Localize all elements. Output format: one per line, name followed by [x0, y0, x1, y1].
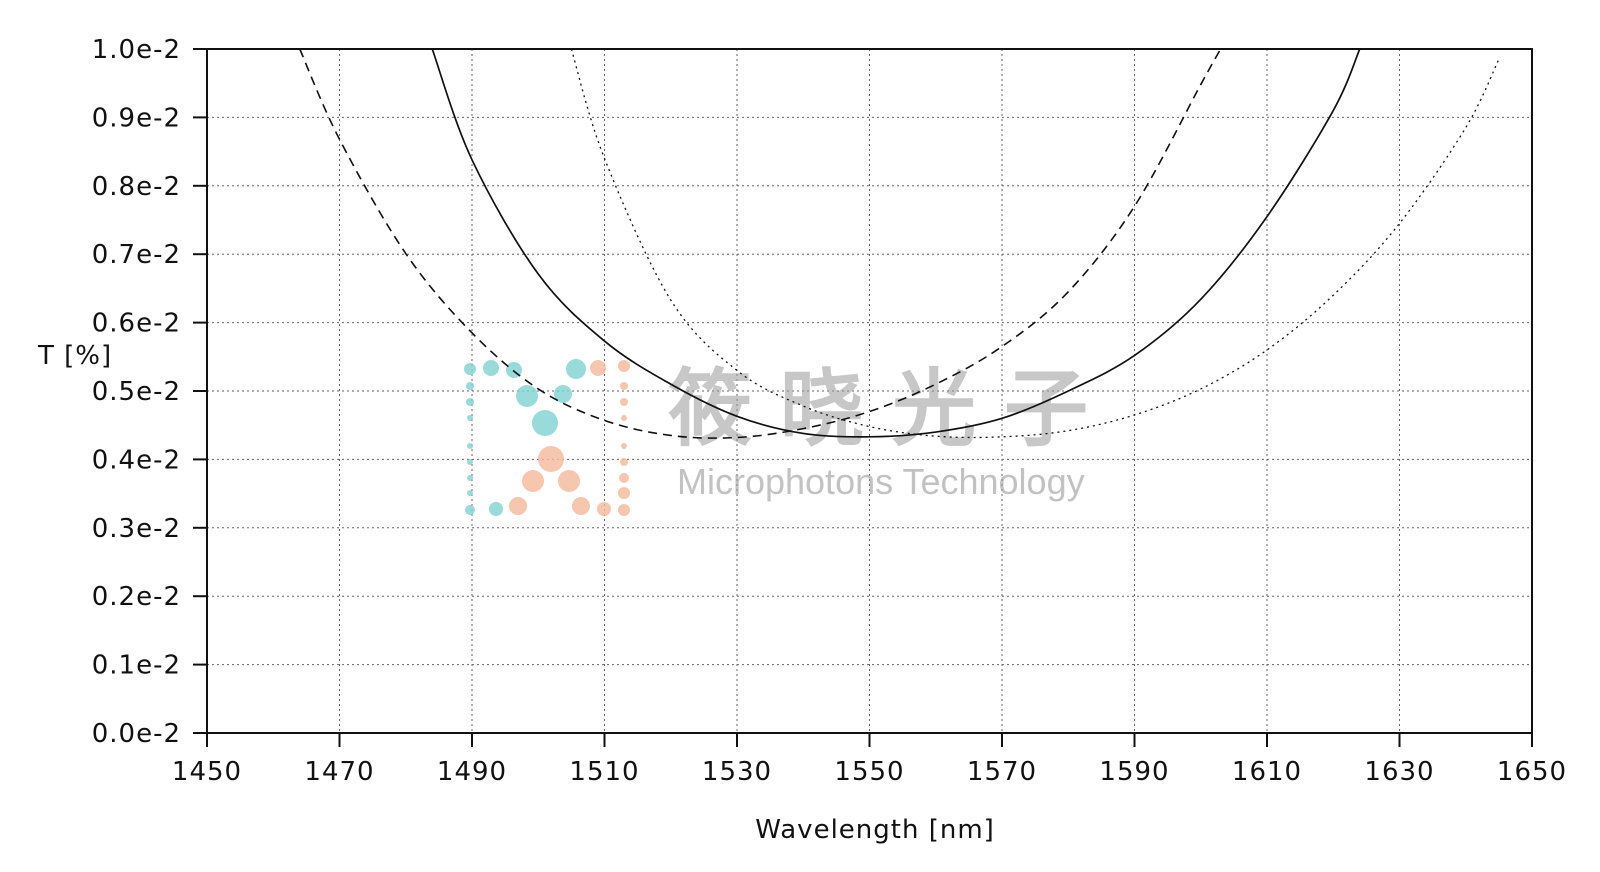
x-tick-label-1470: 1470: [304, 757, 374, 787]
x-tick-label-1450: 1450: [172, 757, 242, 787]
watermark-dot-peach-4: [572, 497, 590, 515]
watermark-dot-teal-9: [483, 360, 499, 376]
series-line-solid: [431, 48, 1361, 438]
x-tick-label-1530: 1530: [702, 757, 772, 787]
watermark-english-text: Microphotons Technology: [677, 461, 1085, 502]
watermark-dot-peach-8: [620, 382, 628, 390]
watermark-dot-peach-2: [538, 446, 564, 472]
watermark-chinese-text: 筱晓光子: [668, 360, 1116, 458]
y-tick-label-5: 0.5e-2: [92, 377, 181, 407]
y-tick-label-8: 0.8e-2: [92, 172, 181, 202]
x-tick-label-1510: 1510: [569, 757, 639, 787]
watermark-dot-peach-0: [509, 497, 527, 515]
y-tick-label-3: 0.3e-2: [92, 514, 181, 544]
y-tick-label-0: 0.0e-2: [92, 719, 181, 749]
watermark-dot-teal-12: [532, 410, 558, 436]
x-tick-label-1590: 1590: [1099, 757, 1169, 787]
watermark-dot-teal-14: [566, 359, 586, 379]
watermark-dot-teal-15: [489, 502, 503, 516]
watermark-dot-teal-3: [467, 415, 473, 421]
y-tick-label-4: 0.4e-2: [92, 445, 181, 475]
watermark-dot-peach-13: [619, 473, 629, 483]
watermark-dot-peach-9: [620, 398, 628, 406]
watermark-dot-teal-2: [466, 398, 474, 406]
watermark-logo: [464, 359, 630, 516]
watermark-dot-teal-1: [466, 382, 474, 390]
watermark-dot-teal-6: [467, 475, 473, 481]
watermark-dot-teal-13: [554, 385, 572, 403]
x-tick-label-1570: 1570: [967, 757, 1037, 787]
watermark-dot-peach-5: [597, 502, 611, 516]
watermark-dot-peach-7: [618, 360, 630, 372]
watermark-dot-teal-4: [467, 443, 473, 449]
y-axis-title: T [%]: [37, 341, 112, 371]
tick-labels: 1450 1470 1490 1510 1530 1550 1570 1590 1610 1630…: [92, 35, 1567, 787]
y-tick-label-10: 1.0e-2: [92, 35, 181, 65]
y-tick-label-2: 0.2e-2: [92, 582, 181, 612]
watermark-dot-peach-3: [558, 470, 580, 492]
watermark-dot-teal-8: [465, 505, 475, 515]
x-tick-label-1550: 1550: [834, 757, 904, 787]
x-tick-label-1490: 1490: [437, 757, 507, 787]
x-tick-label-1650: 1650: [1497, 757, 1567, 787]
watermark-dot-teal-0: [464, 363, 476, 375]
watermark-dot-peach-15: [618, 504, 630, 516]
y-tick-label-1: 0.1e-2: [92, 651, 181, 681]
watermark-dot-peach-11: [621, 443, 627, 449]
x-axis-title: Wavelength [nm]: [755, 815, 995, 845]
x-tick-label-1630: 1630: [1364, 757, 1434, 787]
watermark-dot-teal-5: [467, 459, 473, 465]
series-line-dashed: [299, 48, 1222, 439]
axes: [193, 48, 1533, 747]
grid: [207, 49, 1532, 733]
series-line-dotted: [570, 48, 1500, 439]
watermark-dot-peach-12: [620, 458, 628, 466]
series-lines: [299, 48, 1500, 439]
watermark-dot-teal-7: [467, 490, 473, 496]
watermark-dot-peach-1: [522, 470, 544, 492]
x-tick-label-1610: 1610: [1232, 757, 1302, 787]
watermark-dot-peach-6: [590, 360, 606, 376]
watermark-dot-peach-14: [618, 487, 630, 499]
watermark-dot-teal-11: [516, 385, 538, 407]
watermark-dot-peach-10: [621, 415, 627, 421]
y-tick-label-9: 0.9e-2: [92, 103, 181, 133]
y-tick-label-6: 0.6e-2: [92, 309, 181, 339]
y-tick-label-7: 0.7e-2: [92, 240, 181, 270]
